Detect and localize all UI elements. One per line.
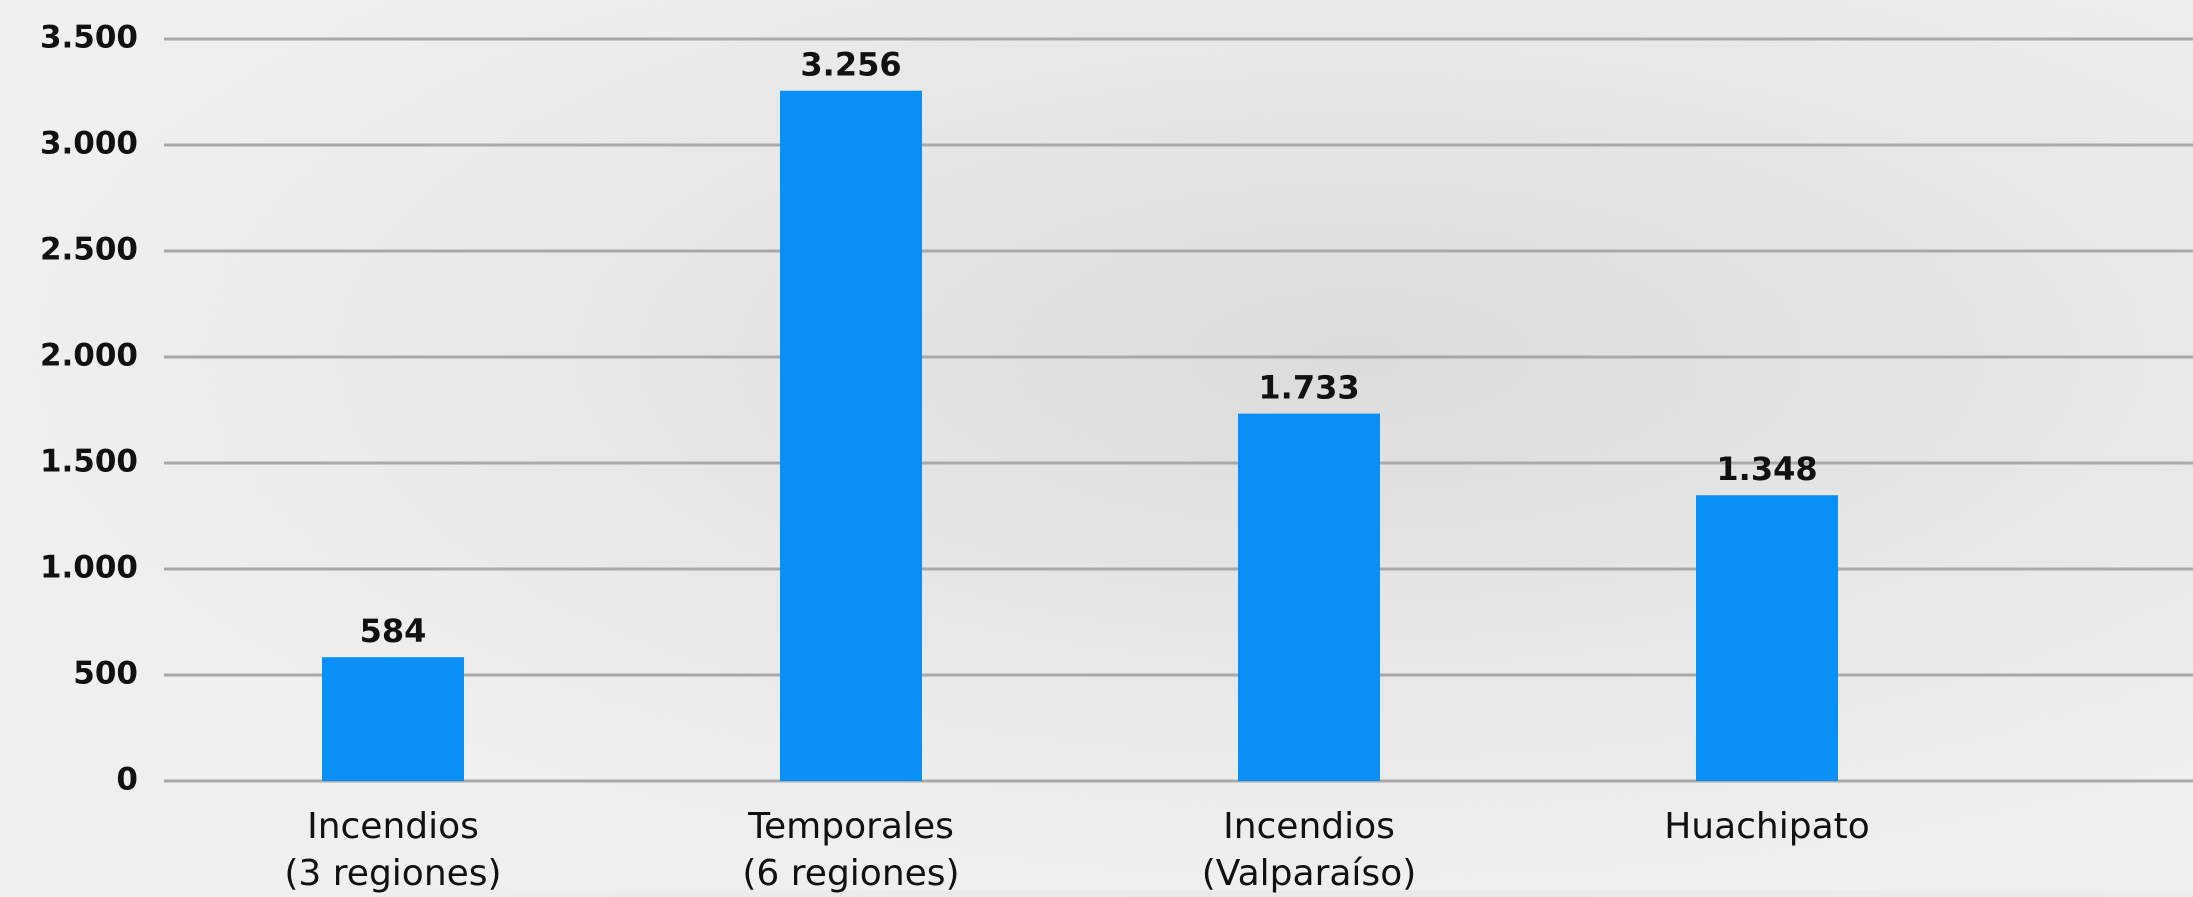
x-tick-label: Temporales (6 regiones) — [742, 806, 960, 894]
bar — [1238, 413, 1380, 781]
x-tick-label: Incendios (3 regiones) — [284, 806, 502, 894]
value-label: 3.256 — [800, 46, 901, 84]
bar — [780, 90, 922, 781]
value-label: 584 — [360, 612, 427, 650]
x-tick-label: Incendios (Valparaíso) — [1201, 806, 1417, 894]
x-tick-label: Huachipato — [1664, 806, 1870, 847]
y-tick-label: 1.500 — [40, 444, 138, 480]
value-label: 1.348 — [1716, 450, 1817, 488]
y-tick-label: 3.000 — [40, 126, 138, 162]
y-tick-label: 2.000 — [40, 338, 138, 374]
y-tick-label: 1.000 — [40, 550, 138, 586]
bar — [322, 657, 464, 781]
y-tick-label: 0 — [116, 762, 138, 798]
y-tick-label: 2.500 — [40, 232, 138, 268]
value-label: 1.733 — [1258, 369, 1359, 407]
y-tick-label: 500 — [73, 656, 138, 692]
bar — [1696, 495, 1838, 781]
y-tick-label: 3.500 — [40, 20, 138, 56]
